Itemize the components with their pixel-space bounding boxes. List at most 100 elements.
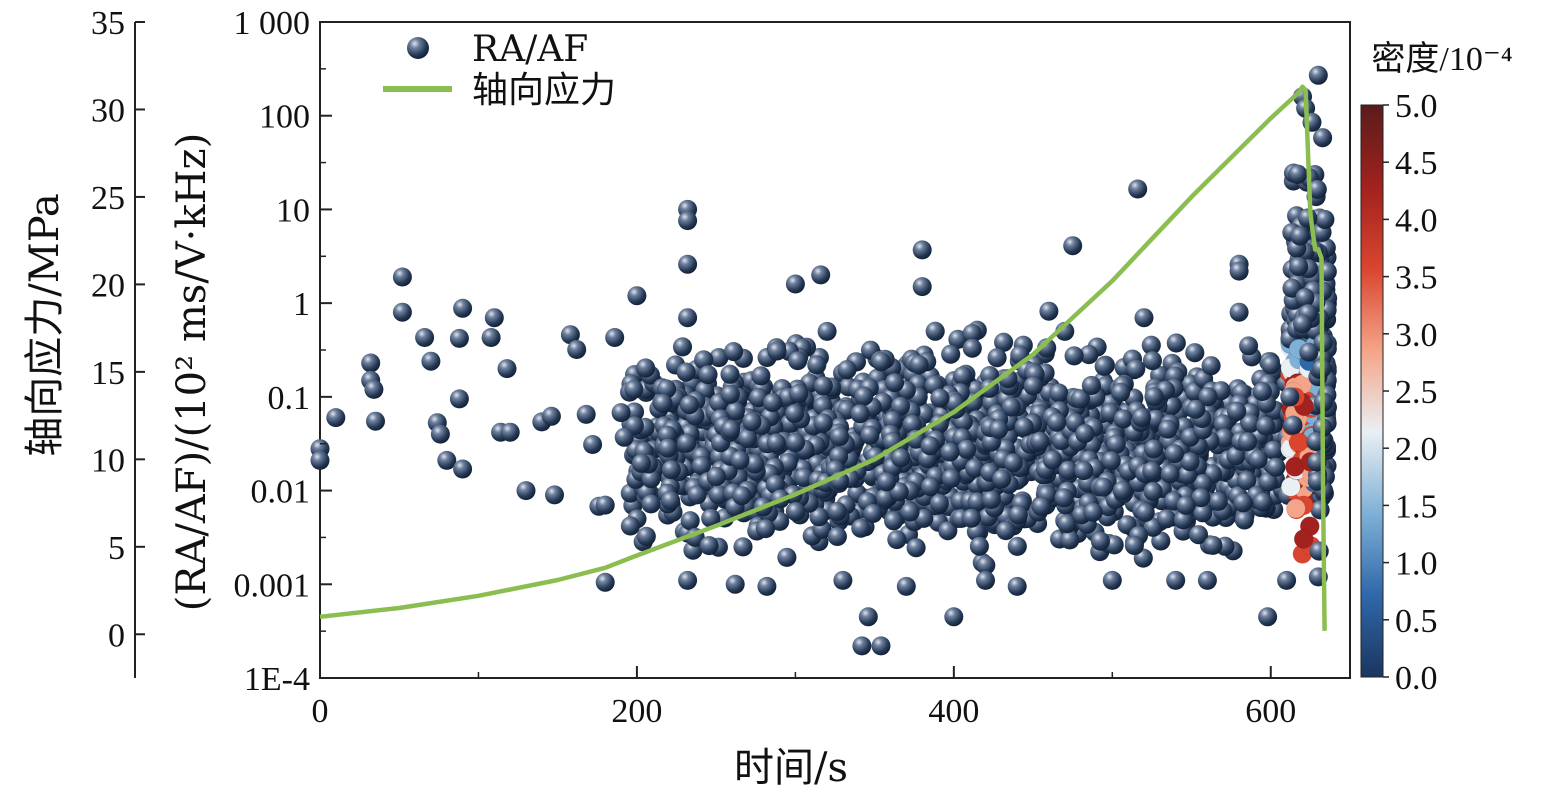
- scatter-point: [1101, 450, 1121, 471]
- scatter-point: [680, 511, 700, 531]
- scatter-point: [1237, 431, 1258, 452]
- colorbar-tick-label: 4.5: [1395, 145, 1438, 182]
- scatter-point: [858, 607, 878, 627]
- scatter-point: [1124, 535, 1145, 556]
- scatter-point: [876, 472, 897, 492]
- scatter-point: [605, 328, 625, 347]
- scatter-point: [595, 572, 615, 592]
- log-axis-tick-label: 1 000: [234, 5, 311, 42]
- scatter-point: [1188, 524, 1209, 545]
- scatter-point: [906, 537, 926, 558]
- scatter-point: [624, 379, 644, 399]
- scatter-point: [1236, 470, 1257, 491]
- scatter-point: [653, 393, 673, 414]
- scatter-point: [884, 372, 905, 393]
- scatter-point: [920, 476, 941, 497]
- scatter-point: [1253, 492, 1273, 512]
- scatter-point: [679, 394, 700, 415]
- scatter-point: [788, 383, 809, 404]
- colorbar-tick-label: 3.0: [1395, 317, 1438, 354]
- left-axis-tick-label: 20: [91, 267, 125, 304]
- scatter-point: [809, 507, 829, 527]
- log-axis-tick-label: 0.1: [268, 380, 311, 417]
- left-axis-label: 轴向应力/MPa: [22, 193, 68, 456]
- scatter-point: [1057, 513, 1077, 534]
- scatter-point: [1073, 460, 1094, 481]
- scatter-point: [813, 376, 834, 396]
- legend-line-label: 轴向应力: [472, 70, 616, 111]
- scatter-point: [751, 366, 771, 386]
- scatter-point: [1134, 308, 1154, 328]
- scatter-point: [1288, 164, 1308, 184]
- scatter-point: [991, 469, 1012, 489]
- scatter-point: [698, 364, 718, 385]
- scatter-point: [777, 547, 797, 568]
- scatter-point: [620, 516, 641, 536]
- scatter-point: [1312, 127, 1333, 148]
- scatter-point: [767, 341, 787, 361]
- scatter-point: [497, 359, 517, 379]
- scatter-point: [742, 411, 762, 432]
- scatter-point: [720, 364, 740, 385]
- colorbar-tick-label: 0.5: [1395, 603, 1438, 640]
- scatter-point: [430, 424, 450, 444]
- log-axis-tick-label: 0.01: [251, 474, 311, 511]
- scatter-point: [852, 636, 872, 656]
- log-axis-tick-label: 1E-4: [244, 661, 310, 698]
- legend: RA/AF 轴向应力: [383, 29, 616, 111]
- legend-scatter-label: RA/AF: [472, 29, 588, 70]
- scatter-point: [730, 450, 750, 470]
- scatter-point: [567, 340, 587, 359]
- scatter-point: [560, 325, 580, 345]
- scatter-point: [733, 537, 753, 557]
- scatter-point: [1239, 336, 1259, 356]
- left-axis-tick-label: 30: [91, 92, 125, 129]
- colorbar: 密度/10⁻⁴ 0.0 0.5 1.0 1.5 2.0 2.5 3.0 3.5 4.0 4.5 5.…: [1360, 40, 1513, 697]
- scatter-point: [415, 328, 435, 347]
- scatter-point: [678, 308, 698, 328]
- colorbar-tick-label: 2.5: [1395, 374, 1438, 411]
- scatter-point: [813, 413, 833, 433]
- log-axis-tick-label: 10: [276, 192, 310, 229]
- scatter-point: [1234, 510, 1255, 530]
- scatter-point: [912, 277, 932, 297]
- scatter-point: [940, 442, 960, 462]
- scatter-point: [981, 489, 1002, 510]
- scatter-point: [678, 254, 698, 274]
- scatter-point: [988, 419, 1009, 440]
- scatter-point: [1023, 376, 1043, 396]
- scatter-point: [611, 403, 631, 423]
- scatter-point: [930, 388, 950, 408]
- scatter-point: [871, 636, 891, 656]
- scatter-point: [850, 403, 870, 424]
- scatter-point: [912, 240, 932, 260]
- scatter-point: [952, 366, 973, 386]
- scatter-point: [938, 520, 958, 541]
- log-axis-label: (RA/AF)/(10² ms/V·kHz): [169, 133, 215, 611]
- scatter-point: [1226, 401, 1247, 422]
- log-axis-tick-label: 1: [293, 286, 310, 323]
- scatter-point: [896, 576, 916, 596]
- scatter-point: [1261, 355, 1281, 375]
- scatter-point: [583, 435, 603, 454]
- scatter-point: [1310, 500, 1330, 520]
- scatter-point: [392, 267, 412, 287]
- x-axis-tick-label: 600: [1245, 693, 1296, 730]
- legend-scatter-marker: [407, 37, 429, 59]
- scatter-point: [1201, 355, 1221, 376]
- scatter-point: [1203, 535, 1223, 556]
- scatter-point: [1281, 476, 1301, 497]
- scatter-point: [1003, 453, 1023, 473]
- scatter-point: [687, 485, 707, 505]
- scatter-point: [929, 493, 950, 514]
- scatter-point: [641, 494, 661, 514]
- scatter-point: [1112, 480, 1133, 501]
- colorbar-tick-label: 1.0: [1395, 546, 1438, 583]
- scatter-point: [1283, 415, 1303, 435]
- colorbar-tick-label: 5.0: [1395, 88, 1438, 125]
- scatter-point: [1252, 381, 1273, 402]
- scatter-point: [1290, 226, 1310, 246]
- scatter-point: [755, 518, 776, 539]
- scatter-point: [1007, 576, 1027, 596]
